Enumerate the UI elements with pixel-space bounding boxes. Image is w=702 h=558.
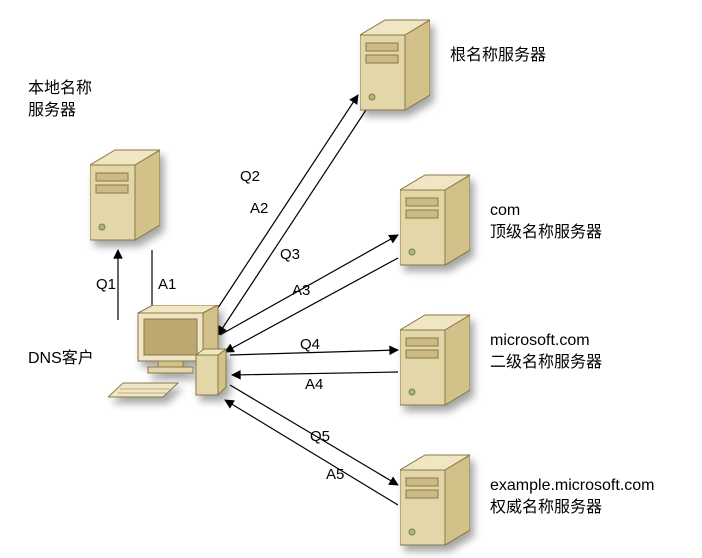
text: 本地名称 bbox=[28, 80, 92, 97]
auth-server-label: example.microsoft.com 权威名称服务器 bbox=[490, 475, 655, 518]
client-label: DNS客户 bbox=[28, 348, 94, 370]
text: 二级名称服务器 bbox=[490, 354, 602, 371]
text: 服务器 bbox=[28, 102, 76, 119]
edge-label-q5: Q5 bbox=[310, 428, 330, 445]
edge-label-q4: Q4 bbox=[300, 336, 320, 353]
edge-label-q3: Q3 bbox=[280, 246, 300, 263]
text: 根名称服务器 bbox=[450, 47, 546, 64]
edge-label-a5: A5 bbox=[326, 466, 344, 483]
text: example.microsoft.com bbox=[490, 477, 655, 494]
local-server-label: 本地名称 服务器 bbox=[28, 78, 92, 121]
authoritative-server bbox=[400, 450, 470, 550]
text: microsoft.com bbox=[490, 332, 590, 349]
com-server-label: com 顶级名称服务器 bbox=[490, 200, 602, 243]
text: com bbox=[490, 202, 520, 219]
local-name-server bbox=[90, 145, 160, 245]
ms-server-label: microsoft.com 二级名称服务器 bbox=[490, 330, 602, 373]
edge-label-a4: A4 bbox=[305, 376, 323, 393]
text: DNS客户 bbox=[28, 350, 94, 367]
com-tld-server bbox=[400, 170, 470, 270]
edge-label-q1: Q1 bbox=[96, 276, 116, 293]
microsoft-server bbox=[400, 310, 470, 410]
root-server-label: 根名称服务器 bbox=[450, 45, 546, 67]
text: 顶级名称服务器 bbox=[490, 224, 602, 241]
text: 权威名称服务器 bbox=[490, 499, 602, 516]
dns-client bbox=[108, 305, 228, 415]
edge-label-a3: A3 bbox=[292, 282, 310, 299]
root-name-server bbox=[360, 15, 430, 115]
edge-label-q2: Q2 bbox=[240, 168, 260, 185]
edge-label-a2: A2 bbox=[250, 200, 268, 217]
edge-label-a1: A1 bbox=[158, 276, 176, 293]
